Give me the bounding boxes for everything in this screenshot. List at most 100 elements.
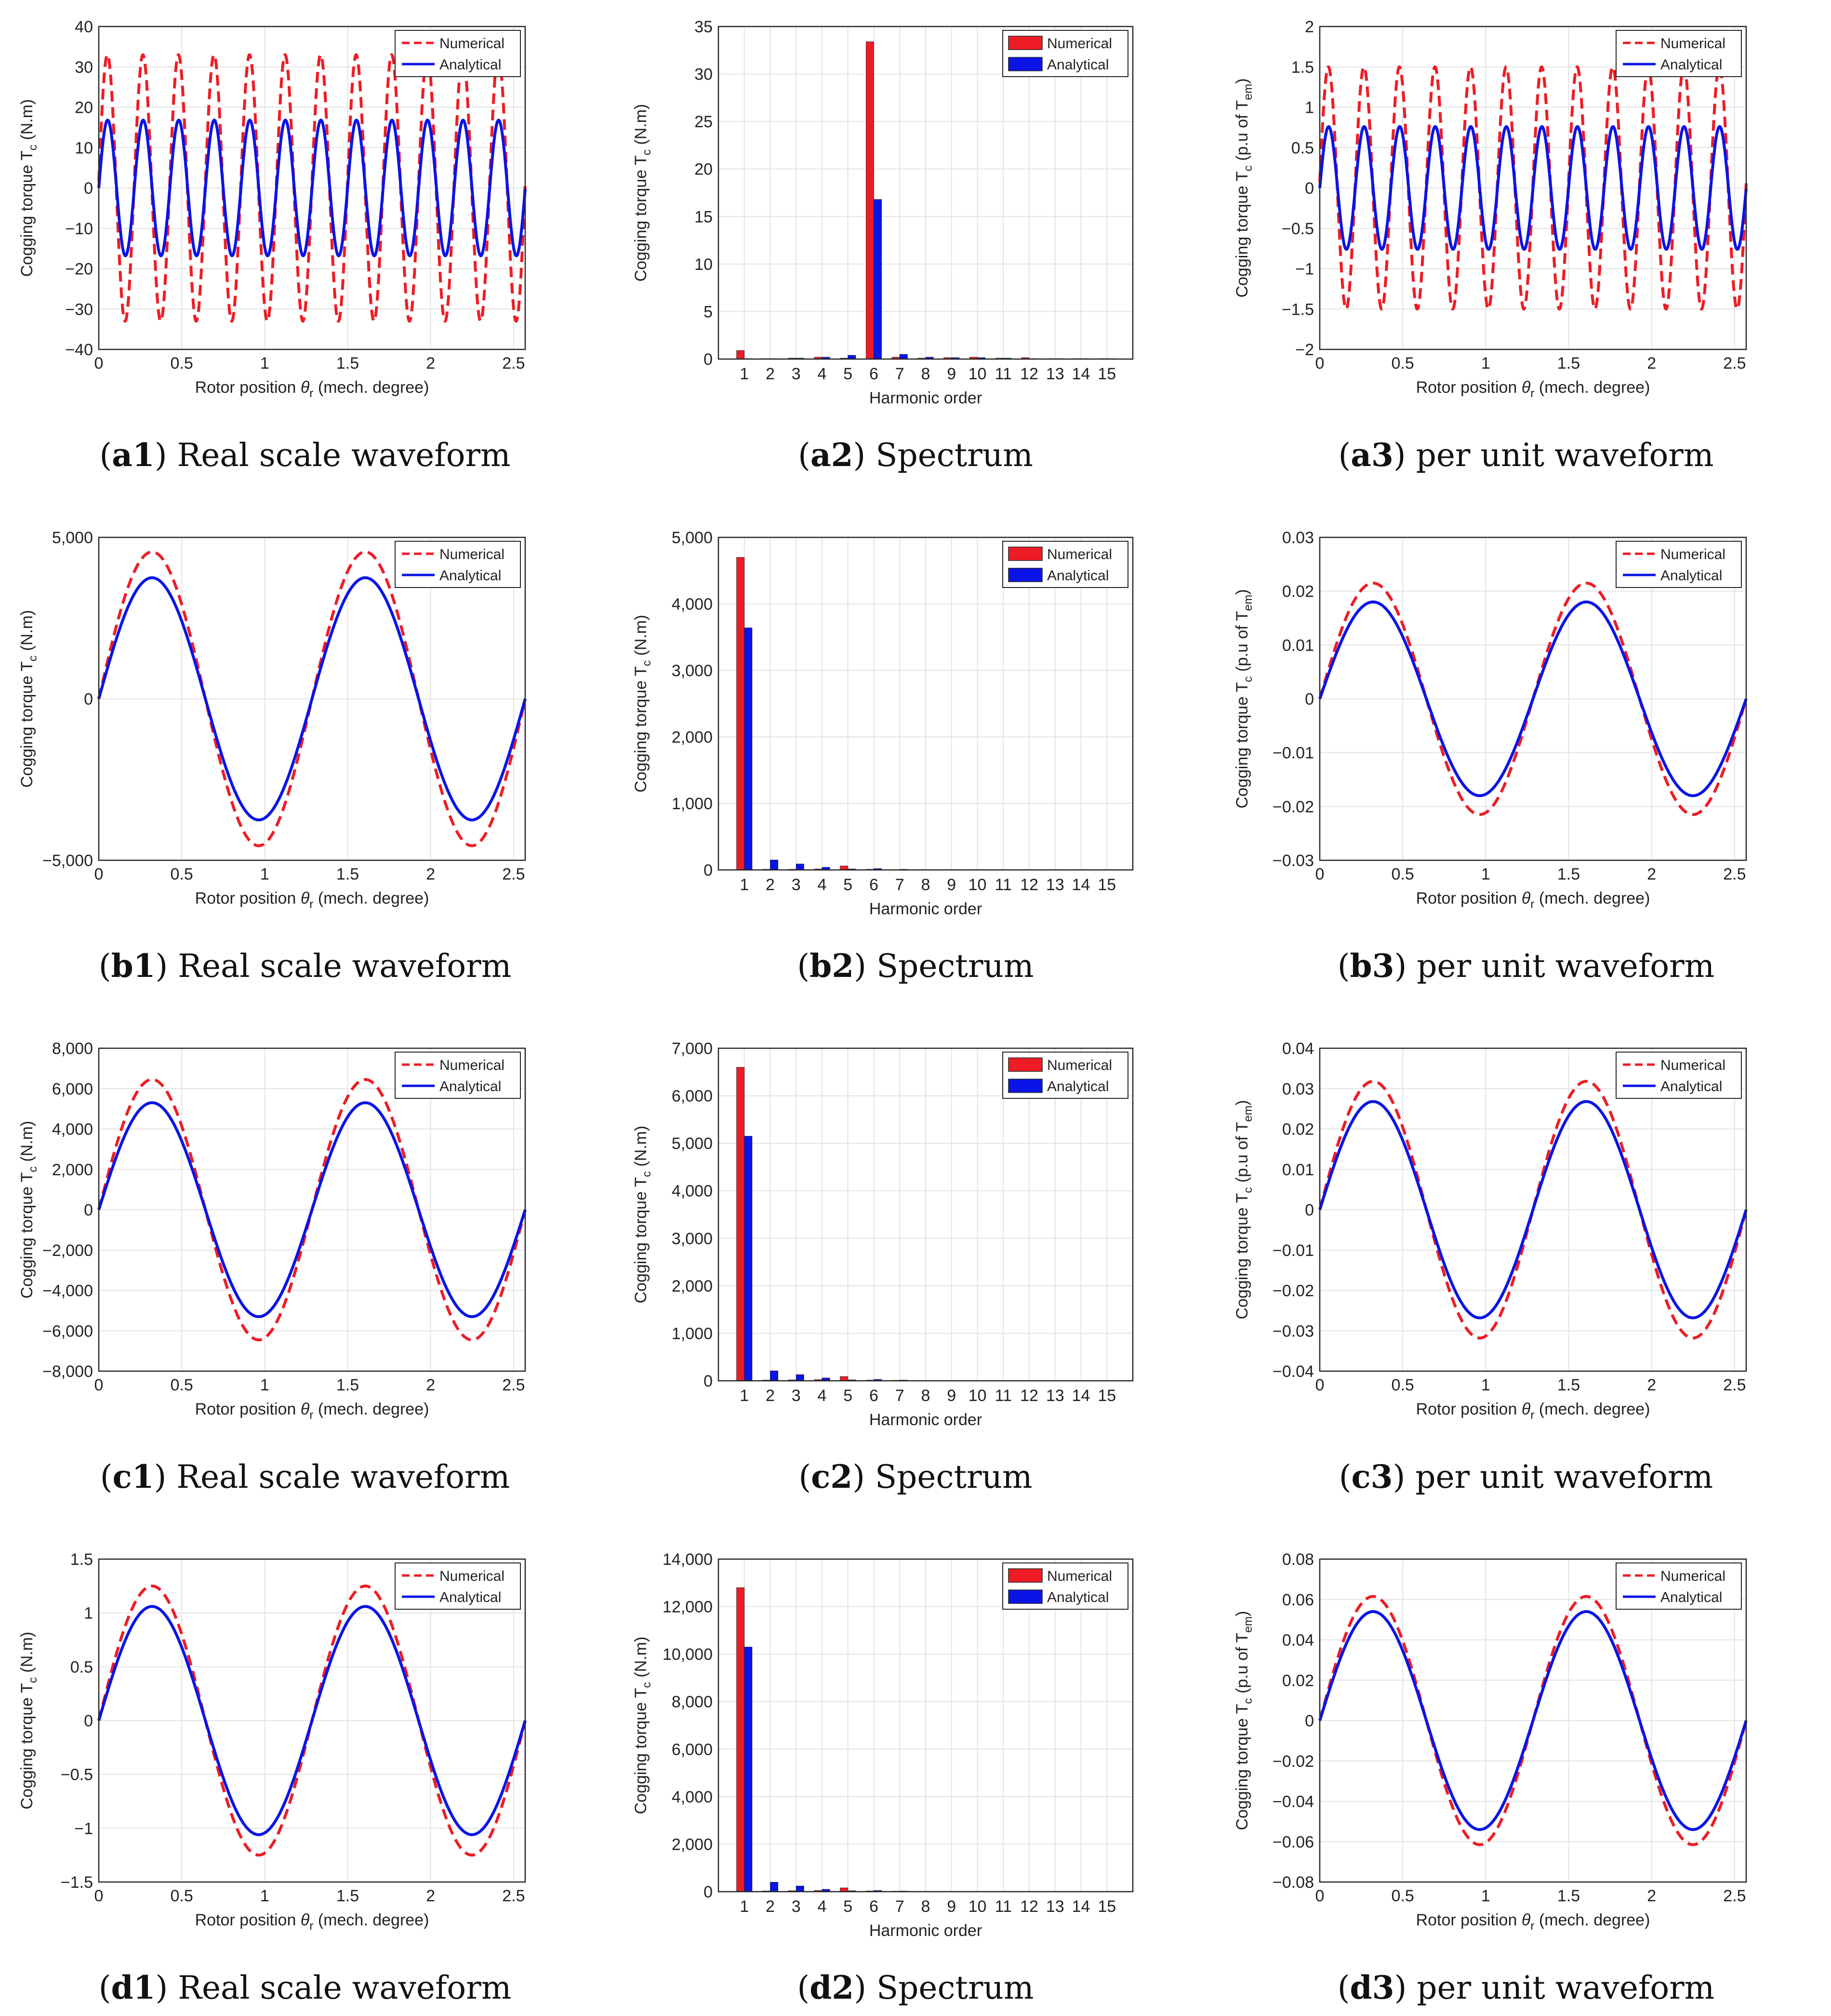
caption-label: c1 [112,1458,154,1495]
x-tick-label: 0 [94,1887,104,1905]
plot-frame [717,1558,1134,1893]
y-tick-label: −30 [65,300,93,319]
y-tick-label: 0.02 [1282,583,1314,601]
legend-swatch-analytical [1008,1079,1043,1093]
y-tick-label: 4,000 [672,595,713,614]
caption-text: ) Real scale waveform [154,437,511,474]
x-axis-label: Harmonic order [869,900,982,918]
y-tick-label: 30 [694,66,713,84]
category-label: 8 [921,1897,930,1916]
category-label: 14 [1072,876,1090,894]
y-tick-label: 2,000 [672,1277,713,1295]
y-tick-label: 2,000 [52,1161,93,1179]
legend-label-analytical: Analytical [439,57,501,73]
y-tick-label: 10,000 [663,1645,713,1664]
plot-frame [717,26,1134,360]
x-tick-label: 2.5 [1723,1376,1746,1394]
category-label: 15 [1098,1387,1116,1405]
chart-b1: 0 0.5 1 1.5 2 2.5−5,00005,000NumericalAnalyti… [18,529,527,911]
category-label: 6 [869,1897,878,1916]
y-tick-label: 0 [703,1883,713,1901]
category-label: 8 [921,1387,930,1405]
x-tick-label: 1 [260,1887,269,1905]
plot-frame [1319,26,1747,350]
legend-label-numerical: Numerical [1660,1057,1725,1073]
legend-label-analytical: Analytical [1660,57,1722,73]
category-label: 7 [895,1897,904,1916]
x-tick-label: 1 [1481,1887,1490,1905]
y-axis-label: Cogging torque Tc (N.m) [18,1632,40,1810]
category-label: 4 [818,876,827,894]
legend: Numerical Analytical [1616,541,1742,588]
y-axis-label: Cogging torque Tc (N.m) [632,615,653,793]
y-tick-label: 0 [703,861,713,880]
x-tick-label: 0 [94,865,104,883]
bar-analytical-h3 [796,864,804,870]
plot-frame [98,1047,526,1372]
legend-label-numerical: Numerical [1660,1568,1725,1584]
legend-label-numerical: Numerical [1047,547,1112,562]
x-tick-label: 1.5 [1557,1376,1580,1394]
caption-label: d1 [111,1969,156,2006]
category-label: 4 [818,365,827,383]
x-tick-label: 0 [1315,865,1325,883]
y-tick-label: 12,000 [663,1598,713,1616]
caption-d3: (d3) per unit waveform [1337,1969,1715,2006]
x-tick-label: 1.5 [336,865,359,883]
legend: Numerical Analytical [1002,1562,1128,1610]
legend-swatch-numerical [1008,1568,1043,1583]
y-tick-label: 0.01 [1282,636,1314,654]
y-axis-label: Cogging torque Tc (N.m) [18,99,40,277]
y-tick-label: 14,000 [663,1550,713,1569]
bar-numerical-h1 [736,1067,745,1381]
y-tick-label: −0.03 [1273,852,1314,870]
category-label: 14 [1072,365,1090,383]
y-tick-label: −40 [65,341,93,359]
category-label: 3 [792,1897,801,1916]
category-label: 10 [969,1387,987,1405]
caption-c1: (c1) Real scale waveform [100,1458,510,1495]
plot-frame [1319,1558,1747,1883]
legend-label-numerical: Numerical [1660,547,1725,562]
y-tick-label: 20 [694,160,713,179]
x-axis-label: Rotor position θr (mech. degree) [1416,378,1650,400]
caption-d1: (d1) Real scale waveform [98,1969,512,2006]
legend-label-analytical: Analytical [1047,57,1109,73]
category-label: 9 [947,365,956,383]
category-label: 7 [895,876,904,894]
caption-label: d3 [1350,1969,1394,2006]
chart-a3: 0 0.5 1 1.5 2 2.5 −2 −1.5 −1 −0.5 0 0.5 1 1.5 2 Numeric… [1233,18,1748,400]
x-tick-label: 2.5 [502,1887,525,1905]
y-tick-label: 1,000 [672,795,713,813]
series-line-analytical [1318,1100,1748,1320]
bar-analytical-h6 [874,199,882,360]
x-tick-label: 0.5 [171,1376,193,1394]
chart-d3: 0 0.5 1 1.5 2 2.5 −0.08 −0.06 −0.04 −0.02 0 0.02 0.0… [1233,1550,1748,1933]
y-tick-label: −0.06 [1273,1833,1314,1851]
x-tick-label: 1.5 [1557,1887,1580,1905]
y-tick-label: −5,000 [42,852,93,870]
category-label: 9 [947,876,956,894]
caption-label: b2 [809,947,854,985]
legend: Numerical Analytical [1002,1052,1128,1099]
x-tick-label: 1 [1481,354,1490,373]
legend-swatch-numerical [1008,1057,1043,1072]
legend: Numerical Analytical [1002,30,1128,77]
category-label: 2 [766,1387,775,1405]
x-tick-label: 0.5 [171,865,193,883]
category-label: 7 [895,1387,904,1405]
y-tick-label: 0 [1305,1712,1314,1730]
category-label: 5 [843,365,852,383]
legend: Numerical Analytical [1002,541,1128,588]
y-tick-label: 0.03 [1282,1080,1314,1098]
y-tick-label: 5,000 [52,529,93,547]
bar-numerical-h1 [736,557,745,870]
y-tick-label: −1.5 [1282,300,1314,319]
category-label: 1 [740,1387,749,1405]
legend-label-analytical: Analytical [439,1079,501,1095]
y-tick-label: 40 [75,18,93,36]
legend-label-analytical: Analytical [1047,568,1109,584]
legend: Numerical Analytical [395,30,521,77]
category-label: 5 [843,876,852,894]
x-tick-label: 2 [426,1887,435,1905]
